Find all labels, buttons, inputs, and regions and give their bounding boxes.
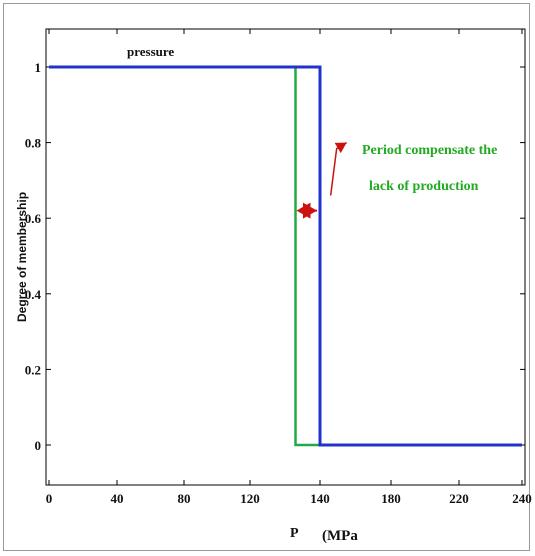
annotation: Period compensate the lack of production (296, 141, 497, 219)
x-tick-label: 80 (178, 491, 191, 506)
x-tick-labels: 0 40 80 120 140 180 220 240 (46, 491, 532, 506)
x-tick-label: 40 (111, 491, 124, 506)
annotation-text-line1: Period compensate the (362, 143, 497, 158)
y-tick-label: 0.2 (25, 362, 41, 377)
y-axis-label: Degree of membership (15, 192, 29, 322)
y-tick-label: 0.4 (25, 287, 42, 302)
x-axis-label: P (290, 526, 299, 541)
y-tick-label: 0.8 (25, 136, 42, 151)
x-tick-label: 120 (240, 491, 260, 506)
x-tick-label: 0 (46, 491, 53, 506)
x-tick-label: 180 (381, 491, 401, 506)
plot-area (45, 28, 526, 486)
y-tick-labels: 0 0.2 0.4 0.6 0.8 1 (25, 60, 42, 453)
series-group (49, 65, 522, 447)
x-axis-unit: (MPa (322, 528, 358, 544)
x-tick-label: 240 (512, 491, 532, 506)
y-tick-label: 1 (35, 60, 42, 75)
pointer-arrow (329, 141, 348, 196)
x-tick-label: 140 (310, 491, 330, 506)
series-line-green (294, 67, 320, 447)
y-tick-label: 0 (35, 438, 42, 453)
annotation-text-line2: lack of production (369, 179, 479, 194)
axis-ticks (46, 29, 525, 485)
x-tick-label: 220 (449, 491, 469, 506)
figure-frame (3, 3, 530, 551)
legend-label: pressure (127, 44, 174, 59)
series-line-pressure (49, 65, 522, 447)
y-tick-label: 0.6 (25, 211, 42, 226)
